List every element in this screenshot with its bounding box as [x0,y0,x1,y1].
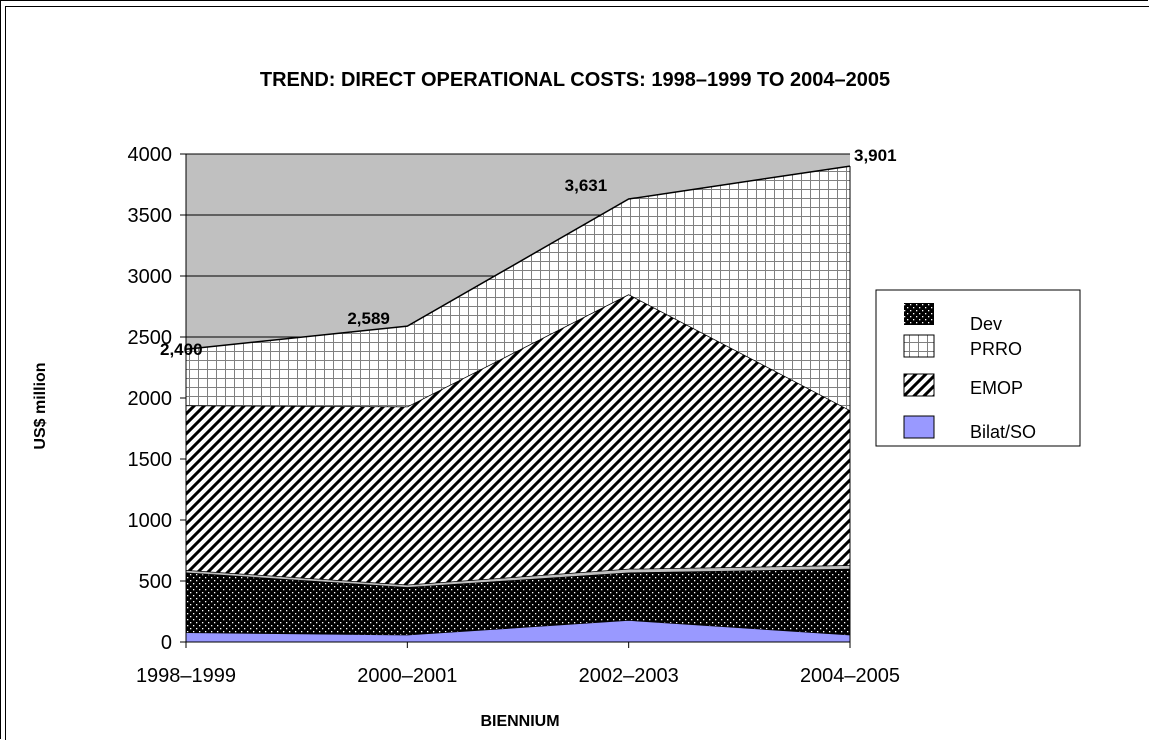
y-axis-title: US$ million [32,362,49,449]
legend: Dev PRRO EMOP Bilat/SO [875,289,1081,447]
legend-label-emop: EMOP [970,378,1023,398]
y-tick-label: 1000 [128,510,173,532]
y-tick-label: 3500 [128,205,173,227]
y-tick-label: 500 [139,571,172,593]
x-tick-label: 2000–2001 [357,665,457,687]
total-data-label: 2,589 [347,309,390,328]
legend-label-bilat: Bilat/SO [970,422,1036,442]
area-prro [186,166,850,411]
area-bilat-so [186,620,850,642]
y-tick-label: 1500 [128,449,173,471]
y-tick-label: 2000 [128,388,173,410]
total-data-label: 3,631 [565,176,608,195]
y-tick-label: 2500 [128,327,173,349]
x-tick-label: 2002–2003 [579,665,679,687]
plot-area [185,153,851,643]
area-dev [186,568,850,635]
area-dev-edge [185,568,851,588]
x-tick-label: 2004–2005 [800,665,900,687]
x-tick-label: 1998–1999 [136,665,236,687]
legend-label-dev: Dev [970,314,1002,334]
total-data-label: 2,400 [160,340,203,359]
area-prro-edge [185,165,851,350]
x-axis-title: BIENNIUM [480,713,559,730]
y-tick-label: 3000 [128,266,173,288]
legend-swatch-dev [904,303,934,325]
inner-frame [5,6,1149,740]
legend-swatch-bilat [903,415,935,439]
chart-title: TREND: DIRECT OPERATIONAL COSTS: 1998–19… [260,69,890,91]
y-tick-label: 0 [161,632,172,654]
legend-swatch-prro [903,334,935,358]
legend-label-prro: PRRO [970,339,1022,359]
area-emop [186,294,850,585]
total-data-label: 3,901 [854,146,897,165]
legend-swatch-emop [903,373,935,397]
y-tick-label: 4000 [128,144,173,166]
axis-ticks: 0 500 1000 1500 2000 2500 3000 3500 4000 1998–199… [128,144,901,687]
